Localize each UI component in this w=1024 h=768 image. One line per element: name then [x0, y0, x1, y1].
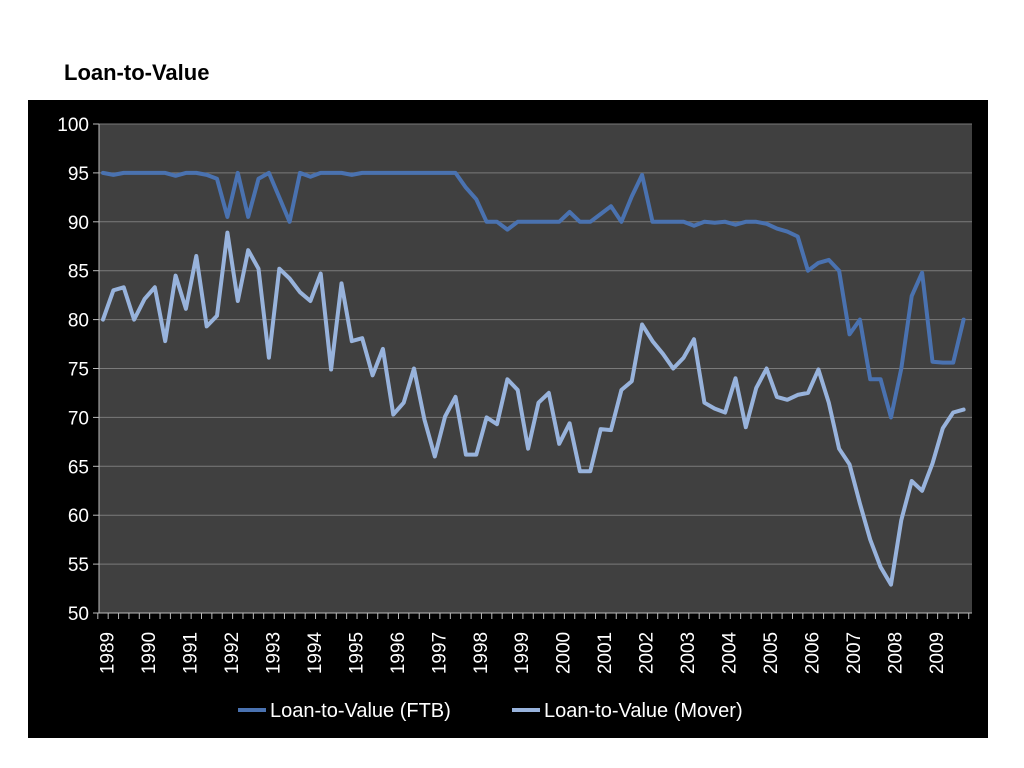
- x-tick-label: 1997: [429, 632, 450, 674]
- y-tick-label: 60: [68, 506, 89, 527]
- x-tick-label: 1992: [222, 632, 243, 674]
- gridlines: [99, 123, 972, 565]
- x-axis-ticks: 1989 1990 1991 1992 1993 1994 1995 1996 1997 1998…: [97, 613, 970, 674]
- x-tick-label: 2006: [803, 632, 824, 674]
- x-tick-label: 1994: [305, 631, 326, 674]
- ltv-line-chart: 50 55 60 65 70 75 80 85 90 95 100 1989 1990 1991 1992…: [57, 115, 972, 722]
- series-line-ftb: [101, 170, 966, 420]
- legend-label: Loan-to-Value (FTB): [270, 700, 451, 722]
- series-line-mover: [101, 230, 966, 587]
- x-tick-label: 2002: [637, 632, 658, 674]
- x-tick-label: 2000: [554, 632, 575, 674]
- x-tick-label: 1995: [346, 632, 367, 674]
- y-tick-label: 95: [68, 164, 89, 185]
- x-tick-label: 1990: [139, 632, 160, 674]
- y-axis-ticks: 50 55 60 65 70 75 80 85 90 95 100: [57, 115, 99, 625]
- y-tick-label: 85: [68, 262, 89, 283]
- x-tick-label: 1993: [263, 632, 284, 674]
- legend-label: Loan-to-Value (Mover): [544, 700, 743, 722]
- x-tick-label: 2005: [761, 632, 782, 674]
- x-tick-label: 1998: [471, 632, 492, 674]
- y-tick-label: 90: [68, 213, 89, 234]
- x-tick-label: 1991: [180, 632, 201, 674]
- x-tick-label: 2009: [927, 632, 948, 674]
- x-tick-label: 1999: [512, 632, 533, 674]
- x-tick-label: 1989: [98, 632, 119, 674]
- x-tick-label: 1996: [388, 632, 409, 674]
- y-tick-label: 65: [68, 457, 89, 478]
- x-tick-label: 2007: [844, 632, 865, 674]
- x-tick-label: 2003: [678, 632, 699, 674]
- legend: Loan-to-Value (FTB) Loan-to-Value (Mover): [238, 700, 743, 722]
- slide-title: Loan-to-Value: [64, 60, 210, 85]
- y-tick-label: 100: [57, 115, 89, 136]
- x-tick-label: 2001: [595, 632, 616, 674]
- chart-frame: 50 55 60 65 70 75 80 85 90 95 100 1989 1990 1991 1992…: [28, 100, 988, 738]
- series-lines: [101, 170, 966, 587]
- y-tick-label: 80: [68, 311, 89, 332]
- y-tick-label: 55: [68, 555, 89, 576]
- y-tick-label: 50: [68, 604, 89, 625]
- x-tick-label: 2008: [885, 632, 906, 674]
- y-tick-label: 70: [68, 408, 89, 429]
- x-tick-label: 2004: [720, 631, 741, 674]
- y-tick-label: 75: [68, 360, 89, 381]
